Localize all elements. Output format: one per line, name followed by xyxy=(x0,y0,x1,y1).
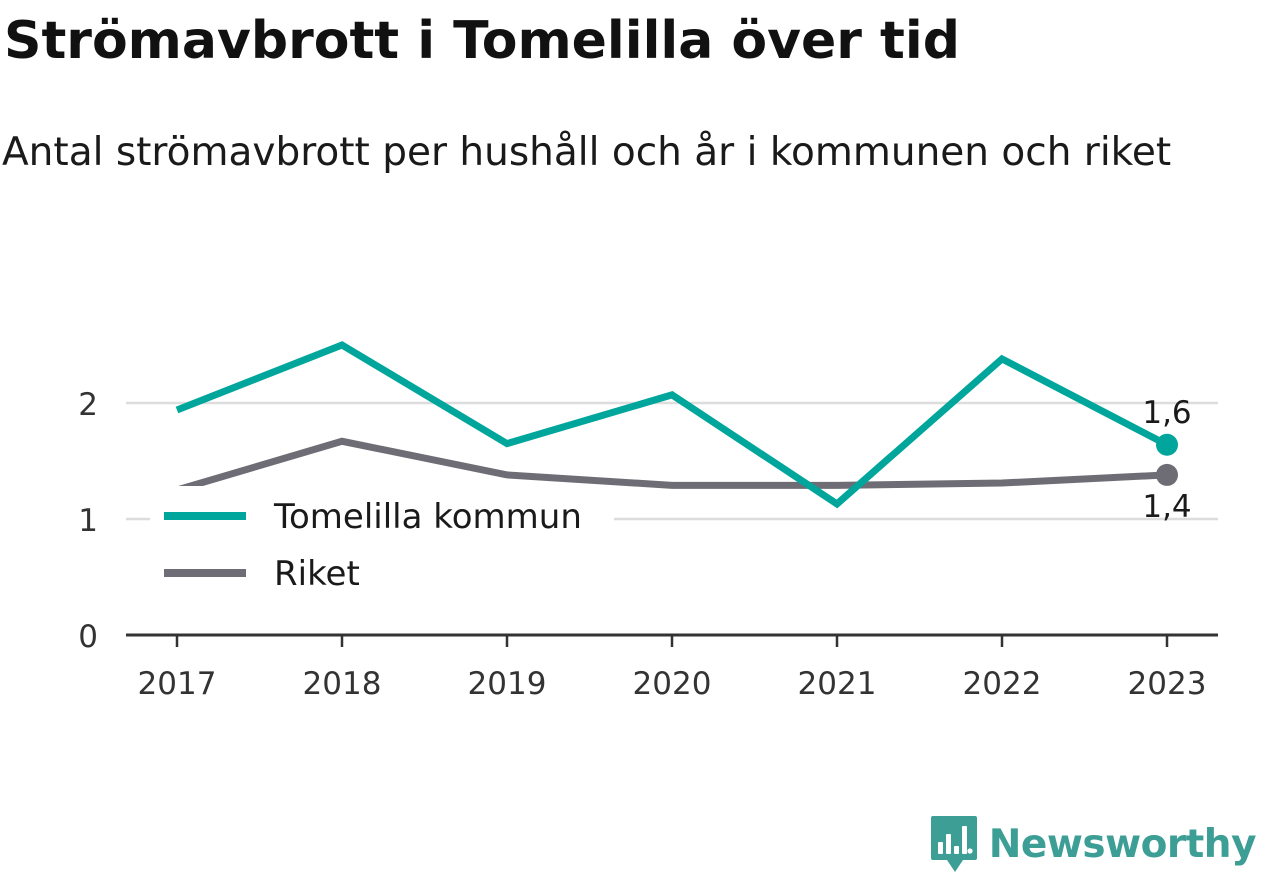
x-tick-label: 2023 xyxy=(1128,666,1207,702)
x-tick-label: 2020 xyxy=(633,666,712,702)
end-value-label: 1,6 xyxy=(1142,395,1191,431)
series-line-riket xyxy=(176,437,1168,494)
y-tick-label: 2 xyxy=(78,387,98,423)
legend-background xyxy=(150,486,614,608)
bar-chart-speech-bubble-icon xyxy=(930,816,977,872)
newsworthy-logo: Newsworthy xyxy=(929,809,1257,879)
chart-subtitle: Antal strömavbrott per hushåll och år i … xyxy=(2,130,1172,175)
end-point xyxy=(1156,433,1178,456)
end-labels: 1,6 1,4 xyxy=(1142,395,1191,525)
legend-label: Riket xyxy=(274,554,360,594)
y-axis-ticks: 0 1 2 xyxy=(78,387,98,655)
series-lines xyxy=(175,341,1169,509)
y-tick-label: 0 xyxy=(78,619,98,655)
chart-title: Strömavbrott i Tomelilla över tid xyxy=(4,11,960,71)
legend-label: Tomelilla kommun xyxy=(273,497,582,537)
x-tick-label: 2022 xyxy=(963,666,1042,702)
x-tick-label: 2021 xyxy=(798,666,877,702)
x-tick-label: 2019 xyxy=(468,666,547,702)
end-value-label: 1,4 xyxy=(1142,489,1191,525)
x-tick-label: 2018 xyxy=(303,666,382,702)
brand-name: Newsworthy xyxy=(988,821,1257,867)
x-axis: 2017 2018 2019 2020 2021 2022 2023 xyxy=(126,633,1218,702)
end-point xyxy=(1156,463,1178,486)
y-tick-label: 1 xyxy=(78,503,98,539)
legend: Tomelilla kommun Riket xyxy=(150,486,614,608)
x-tick-label: 2017 xyxy=(138,666,217,702)
series-line-tomelilla xyxy=(175,341,1169,509)
